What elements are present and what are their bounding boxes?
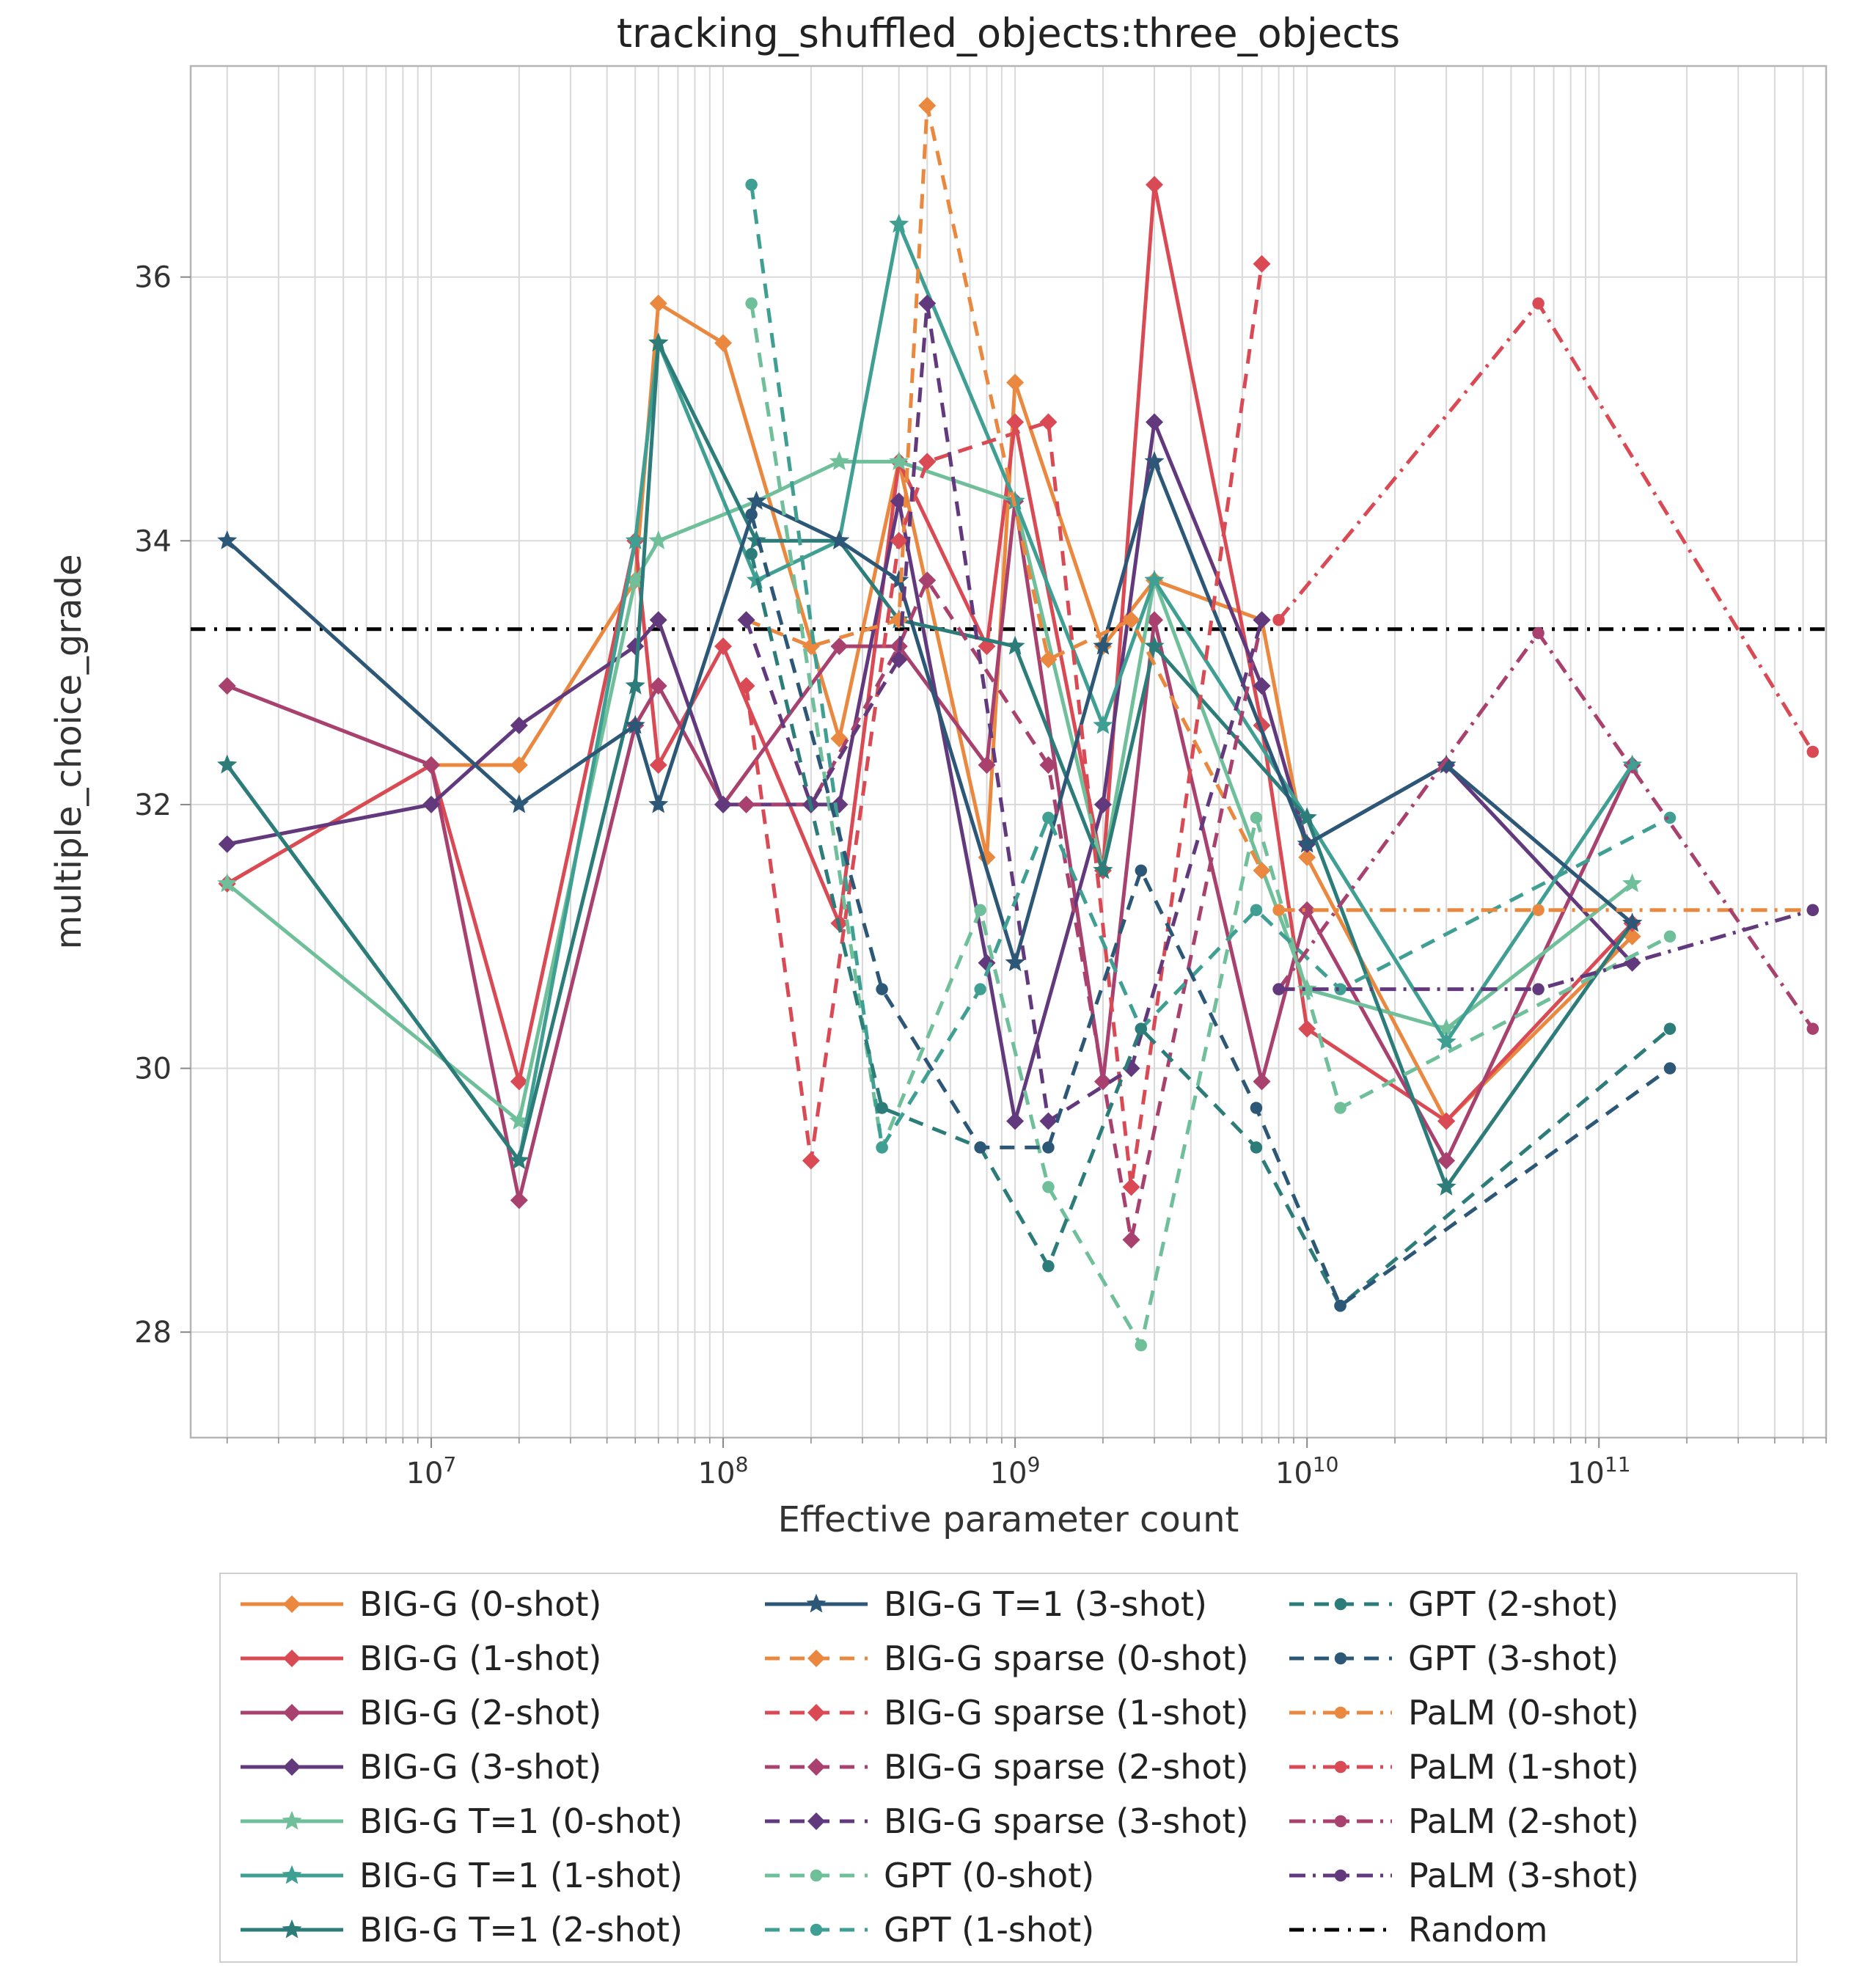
legend-label: BIG-G sparse (1-shot) xyxy=(884,1693,1249,1732)
legend-label: PaLM (3-shot) xyxy=(1408,1856,1639,1895)
y-axis-label: multiple_choice_grade xyxy=(48,554,89,949)
marker-circle xyxy=(1664,1022,1677,1035)
marker-circle xyxy=(1250,1141,1263,1154)
marker-circle xyxy=(745,548,758,560)
marker-circle xyxy=(1532,627,1545,640)
legend-label: GPT (3-shot) xyxy=(1408,1639,1619,1678)
marker-circle xyxy=(1334,1102,1346,1114)
marker-circle xyxy=(1335,1598,1347,1611)
marker-circle xyxy=(1135,865,1148,877)
marker-circle xyxy=(1335,1653,1347,1665)
legend-label: PaLM (1-shot) xyxy=(1408,1747,1639,1787)
marker-circle xyxy=(745,297,758,310)
legend-label: BIG-G (0-shot) xyxy=(359,1584,601,1624)
chart-title: tracking_shuffled_objects:three_objects xyxy=(617,10,1400,56)
marker-circle xyxy=(745,508,758,521)
marker-circle xyxy=(974,983,986,995)
legend-label: BIG-G (2-shot) xyxy=(359,1693,601,1732)
ytick-label: 34 xyxy=(134,524,172,558)
marker-circle xyxy=(1335,1870,1347,1882)
ytick-label: 30 xyxy=(134,1053,172,1086)
legend-label: BIG-G sparse (2-shot) xyxy=(884,1747,1249,1787)
marker-circle xyxy=(1250,1102,1263,1114)
legend-label: BIG-G sparse (3-shot) xyxy=(884,1801,1249,1841)
marker-circle xyxy=(1272,614,1285,626)
x-axis-label: Effective parameter count xyxy=(778,1499,1239,1540)
marker-circle xyxy=(810,1924,823,1936)
marker-circle xyxy=(1042,1181,1055,1193)
legend-label: PaLM (2-shot) xyxy=(1408,1801,1639,1841)
marker-circle xyxy=(1532,983,1545,995)
marker-circle xyxy=(1250,812,1263,824)
legend-label: BIG-G T=1 (0-shot) xyxy=(359,1801,683,1841)
marker-circle xyxy=(810,1870,823,1882)
chart-container: 107108109101010112830323436Effective par… xyxy=(0,0,1876,1987)
ytick-label: 32 xyxy=(134,788,172,822)
legend-label: BIG-G (3-shot) xyxy=(359,1747,601,1787)
marker-circle xyxy=(1664,1062,1677,1075)
marker-circle xyxy=(1135,1022,1148,1035)
marker-circle xyxy=(1250,904,1263,917)
marker-circle xyxy=(876,1141,888,1154)
marker-circle xyxy=(1335,1707,1347,1719)
chart-svg: 107108109101010112830323436Effective par… xyxy=(0,0,1876,1987)
marker-circle xyxy=(1532,904,1545,917)
marker-circle xyxy=(1664,930,1677,943)
legend-label: GPT (0-shot) xyxy=(884,1856,1094,1895)
legend-label: BIG-G T=1 (1-shot) xyxy=(359,1856,683,1895)
marker-circle xyxy=(1135,1339,1148,1352)
marker-circle xyxy=(1042,1141,1055,1154)
legend-label: BIG-G T=1 (2-shot) xyxy=(359,1910,683,1950)
marker-circle xyxy=(1272,983,1285,995)
marker-circle xyxy=(1807,1022,1820,1035)
marker-circle xyxy=(745,179,758,191)
legend-label: GPT (2-shot) xyxy=(1408,1584,1619,1624)
marker-circle xyxy=(1042,1260,1055,1273)
ytick-label: 36 xyxy=(134,261,172,295)
marker-circle xyxy=(1272,904,1285,917)
marker-circle xyxy=(974,1141,986,1154)
marker-circle xyxy=(1335,1761,1347,1774)
marker-circle xyxy=(1532,297,1545,310)
marker-circle xyxy=(876,1102,888,1114)
legend-label: Random xyxy=(1408,1910,1547,1950)
legend-label: BIG-G (1-shot) xyxy=(359,1639,601,1678)
legend-label: PaLM (0-shot) xyxy=(1408,1693,1639,1732)
marker-circle xyxy=(974,904,986,917)
legend-label: BIG-G T=1 (3-shot) xyxy=(884,1584,1207,1624)
legend-label: BIG-G sparse (0-shot) xyxy=(884,1639,1249,1678)
marker-circle xyxy=(1807,904,1820,917)
marker-circle xyxy=(1042,812,1055,824)
ytick-label: 28 xyxy=(134,1316,172,1350)
marker-circle xyxy=(1335,1815,1347,1828)
marker-circle xyxy=(876,983,888,995)
marker-circle xyxy=(1334,1300,1346,1312)
marker-circle xyxy=(1807,746,1820,758)
legend-label: GPT (1-shot) xyxy=(884,1910,1094,1950)
